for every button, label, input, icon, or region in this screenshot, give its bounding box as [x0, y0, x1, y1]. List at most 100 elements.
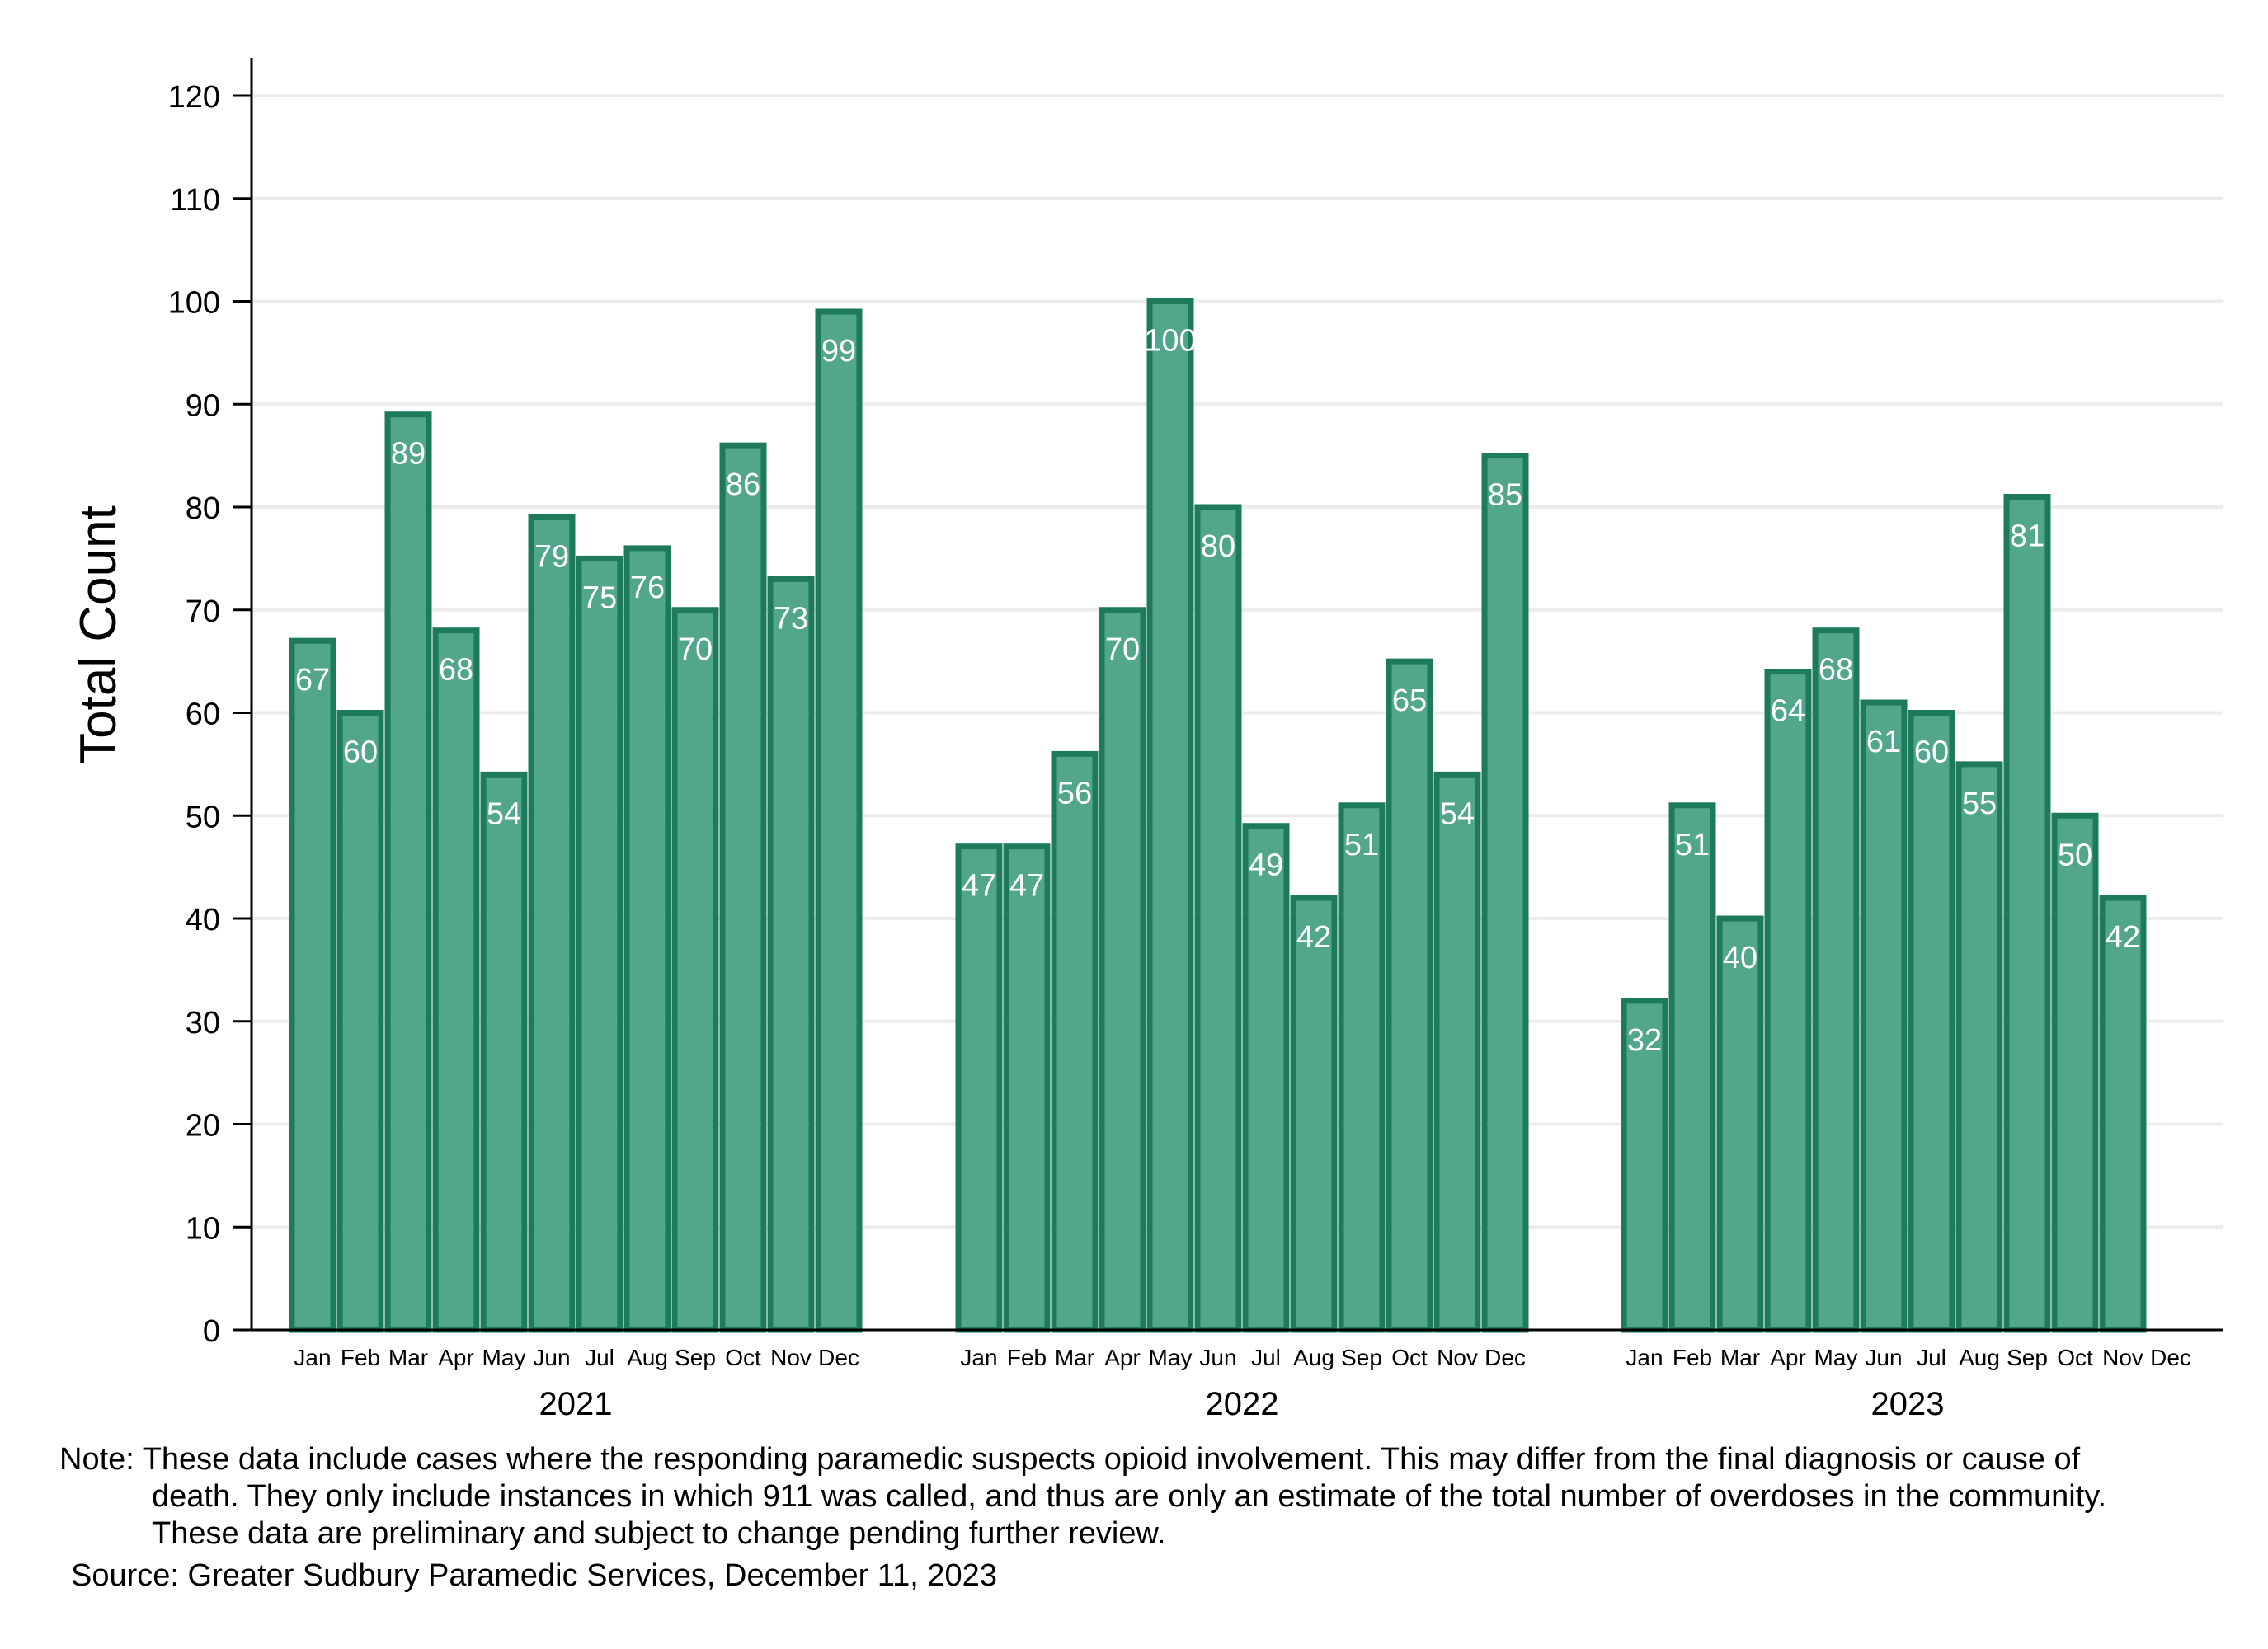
- bar-value-label-2022-sep: 51: [1344, 828, 1379, 862]
- bar-2023-mar: [1716, 915, 1764, 1333]
- bar-value-label-2021-mar: 89: [391, 437, 426, 472]
- y-axis-title: Total Count: [70, 505, 127, 764]
- month-label-2023-aug: Aug: [1959, 1345, 2000, 1370]
- bar-2021-aug: [623, 545, 671, 1333]
- month-label-2022-oct: Oct: [1391, 1345, 1428, 1370]
- month-label-2021-apr: Apr: [438, 1345, 474, 1370]
- bar-value-label-2023-jan: 32: [1627, 1023, 1662, 1058]
- bar-value-label-2023-apr: 64: [1771, 694, 1805, 729]
- month-label-2022-jun: Jun: [1199, 1345, 1236, 1370]
- bar-value-label-2021-jan: 67: [295, 663, 330, 698]
- month-label-2023-feb: Feb: [1673, 1345, 1712, 1370]
- bar-value-label-2021-dec: 99: [821, 334, 856, 369]
- month-label-2022-apr: Apr: [1104, 1345, 1141, 1370]
- month-label-2021-jul: Jul: [585, 1345, 614, 1370]
- bar-value-label-2021-jun: 79: [534, 539, 569, 574]
- bar-value-label-2023-sep: 81: [2010, 519, 2044, 554]
- bar-2021-mar: [384, 411, 432, 1333]
- axes: 0 10 20 30 40 50 60 70 80 90 100 110 120 Jan Feb Mar Apr…: [168, 58, 2223, 1422]
- chart-notes: Note: These data include cases where the…: [59, 1441, 2237, 1595]
- month-label-2021-nov: Nov: [770, 1345, 812, 1370]
- bar-2021-sep: [671, 607, 719, 1333]
- year-label-2021: 2021: [539, 1386, 613, 1422]
- bar-2022-feb: [1003, 843, 1051, 1333]
- bar-value-label-2022-aug: 42: [1296, 920, 1331, 955]
- bar-value-label-2021-apr: 68: [439, 653, 473, 688]
- year-label-2022: 2022: [1206, 1386, 1279, 1422]
- bar-2022-apr: [1099, 607, 1146, 1333]
- bar-value-label-2023-jun: 61: [1866, 725, 1901, 759]
- bar-2023-may: [1812, 627, 1860, 1333]
- note-line-3: These data are preliminary and subject t…: [152, 1516, 1166, 1551]
- bar-value-label-2021-sep: 70: [678, 632, 713, 667]
- month-label-2023-sep: Sep: [2007, 1345, 2048, 1370]
- note-line-2: death. They only include instances in wh…: [152, 1479, 2107, 1514]
- y-tick-label-0: 0: [203, 1314, 220, 1349]
- bar-value-label-2022-oct: 65: [1392, 684, 1427, 718]
- month-label-2021-mar: Mar: [388, 1345, 428, 1370]
- month-label-2022-jan: Jan: [960, 1345, 997, 1370]
- bar-value-label-2022-mar: 56: [1057, 776, 1092, 810]
- bar-2021-feb: [336, 710, 384, 1333]
- note-line-1: Note: These data include cases where the…: [59, 1442, 2081, 1477]
- y-tick-label-100: 100: [168, 286, 220, 321]
- bar-value-label-2022-dec: 85: [1488, 478, 1522, 513]
- bar-2023-jun: [1860, 699, 1908, 1333]
- month-label-2023-apr: Apr: [1770, 1345, 1806, 1370]
- bar-2022-jan: [955, 843, 1003, 1333]
- bar-2022-jul: [1242, 823, 1290, 1333]
- bar-value-label-2022-jul: 49: [1249, 848, 1283, 883]
- bar-value-label-2021-aug: 76: [630, 571, 665, 605]
- month-label-2023-jan: Jan: [1626, 1345, 1663, 1370]
- bar-2023-sep: [2003, 494, 2051, 1333]
- y-tick-label-120: 120: [168, 80, 220, 115]
- month-label-2021-may: May: [482, 1345, 526, 1370]
- bar-2022-aug: [1290, 895, 1338, 1333]
- bar-value-label-2023-oct: 50: [2058, 838, 2092, 872]
- month-label-2023-may: May: [1814, 1345, 1858, 1370]
- bar-2023-apr: [1764, 669, 1812, 1333]
- bar-value-label-2021-nov: 73: [774, 601, 808, 636]
- month-label-2021-dec: Dec: [818, 1345, 859, 1370]
- bar-2021-jun: [528, 514, 576, 1333]
- month-label-2021-oct: Oct: [725, 1345, 761, 1370]
- month-label-2021-feb: Feb: [341, 1345, 380, 1370]
- bar-2022-jun: [1194, 504, 1242, 1333]
- bar-2021-jul: [576, 555, 623, 1333]
- month-label-2023-jun: Jun: [1865, 1345, 1902, 1370]
- month-label-2021-jan: Jan: [294, 1345, 331, 1370]
- month-label-2022-nov: Nov: [1437, 1345, 1478, 1370]
- bar-2022-may: [1146, 298, 1194, 1333]
- month-label-2022-dec: Dec: [1485, 1345, 1526, 1370]
- month-label-2021-jun: Jun: [533, 1345, 570, 1370]
- bars: 67 60 89 68 54 79 75 76 70 86 73 99 47 47 56 70 100 80 49 4…: [289, 298, 2147, 1333]
- bar-value-label-2023-aug: 55: [1962, 787, 1997, 821]
- month-label-2021-aug: Aug: [627, 1345, 668, 1370]
- bar-2021-nov: [767, 576, 815, 1333]
- bar-value-label-2023-feb: 51: [1675, 828, 1710, 862]
- month-label-2023-oct: Oct: [2057, 1345, 2093, 1370]
- month-label-2022-may: May: [1149, 1345, 1193, 1370]
- bar-2022-oct: [1386, 658, 1433, 1333]
- bar-value-label-2022-jan: 47: [962, 869, 996, 904]
- bar-value-label-2021-may: 54: [487, 796, 521, 831]
- y-tick-label-20: 20: [186, 1109, 220, 1144]
- bar-value-label-2023-nov: 42: [2106, 920, 2140, 955]
- month-label-2023-jul: Jul: [1917, 1345, 1946, 1370]
- month-label-2022-feb: Feb: [1007, 1345, 1047, 1370]
- month-label-2022-mar: Mar: [1055, 1345, 1094, 1370]
- bar-2022-dec: [1481, 453, 1529, 1333]
- month-label-2021-sep: Sep: [675, 1345, 716, 1370]
- bar-2021-dec: [815, 308, 863, 1333]
- bar-value-label-2021-oct: 86: [726, 467, 760, 502]
- month-label-2023-dec: Dec: [2150, 1345, 2191, 1370]
- bar-2021-jan: [289, 637, 336, 1333]
- bar-2023-feb: [1668, 802, 1716, 1333]
- y-tick-label-70: 70: [186, 594, 220, 629]
- bar-2021-may: [480, 771, 528, 1333]
- bar-value-label-2023-may: 68: [1819, 653, 1853, 688]
- bar-value-label-2022-jun: 80: [1201, 529, 1235, 564]
- year-label-2023: 2023: [1871, 1386, 1945, 1422]
- month-label-2023-nov: Nov: [2102, 1345, 2143, 1370]
